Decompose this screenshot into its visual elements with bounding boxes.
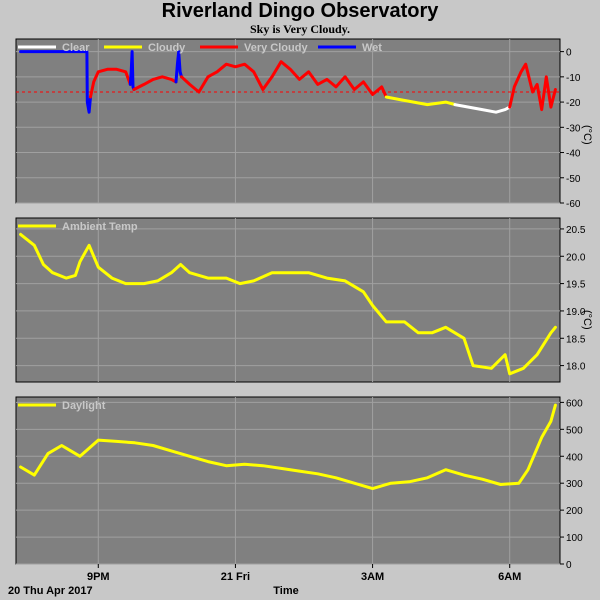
sky-series-clear-7 [453,103,512,114]
sky-status-subtitle: Sky is Very Cloudy. [249,22,351,36]
daylight-series-daylight-0 [19,403,557,491]
legend-label-cloudy: Cloudy [148,42,186,54]
daylight-ytick-label-5: 100 [566,533,583,544]
sky-series-very-cloudy-8 [508,62,557,112]
ambient-temp-unit-label: (°C) [581,310,593,330]
sky-series-very-cloudy-3 [132,75,178,91]
legend-label-clear: Clear [62,42,90,54]
sky-ytick-label-0: 0 [566,48,572,59]
legend-label-very-cloudy: Very Cloudy [244,42,308,54]
daylight-plot-area [15,396,561,565]
x-tick-label-21-fri: 21 Fri [221,571,250,583]
daylight-panel: 600 500 400 300 200 100 0 Daylight [15,396,583,571]
sky-series-cloudy-6 [384,95,457,107]
daylight-ytick-label-1: 500 [566,425,583,436]
daylight-ytick-label-0: 600 [566,398,583,409]
ambient-ytick-label-3: 19.0 [566,307,586,318]
sky-series-wet-4 [174,50,183,84]
sky-ytick-label-2: -20 [566,98,581,109]
legend-label-daylight: Daylight [62,400,106,412]
x-tick-label-9pm: 9PM [87,571,110,583]
daylight-ytick-label-4: 200 [566,506,583,517]
daylight-ytick-label-2: 400 [566,452,583,463]
x-axis-label: Time [273,585,298,597]
page-title: Riverland Dingo Observatory [161,0,439,22]
sky-temp-unit-label: (°C) [581,125,593,145]
x-tick-label-6am: 6AM [498,571,521,583]
sky-ytick-label-6: -60 [566,199,581,210]
sky-series-wet-0 [19,50,92,114]
legend-label-ambient-temp: Ambient Temp [62,221,138,233]
sky-series-very-cloudy-1 [89,67,132,99]
sky-temp-plot-area [15,38,561,204]
ambient-temp-plot-area [15,217,561,383]
ambient-ytick-label-4: 18.5 [566,334,586,345]
sky-series-very-cloudy-5 [180,60,388,99]
sky-ytick-label-1: -10 [566,73,581,84]
sky-temp-panel: 0 -10 -20 -30 -40 -50 -60 Clear Cloudy Very Clou… [15,38,593,210]
legend-label-wet: Wet [362,42,382,54]
daylight-ytick-label-3: 300 [566,479,583,490]
ambient-ytick-label-1: 20.0 [566,252,586,263]
ambient-series-ambient-temp-0 [19,232,557,376]
sky-ytick-label-4: -40 [566,149,581,160]
ambient-ytick-label-0: 20.5 [566,225,586,236]
daylight-ytick-label-6: 0 [566,560,572,571]
x-tick-label-3am: 3AM [361,571,384,583]
sky-series-wet-2 [128,50,136,91]
date-label: 20 Thu Apr 2017 [8,585,93,597]
ambient-temp-panel: 20.5 20.0 19.5 19.0 18.5 18.0 Ambient Temp (°… [15,217,593,383]
sky-ytick-label-3: -30 [566,123,581,134]
ambient-ytick-label-2: 19.5 [566,280,586,291]
ambient-ytick-label-5: 18.0 [566,362,586,373]
sky-ytick-label-5: -50 [566,174,581,185]
